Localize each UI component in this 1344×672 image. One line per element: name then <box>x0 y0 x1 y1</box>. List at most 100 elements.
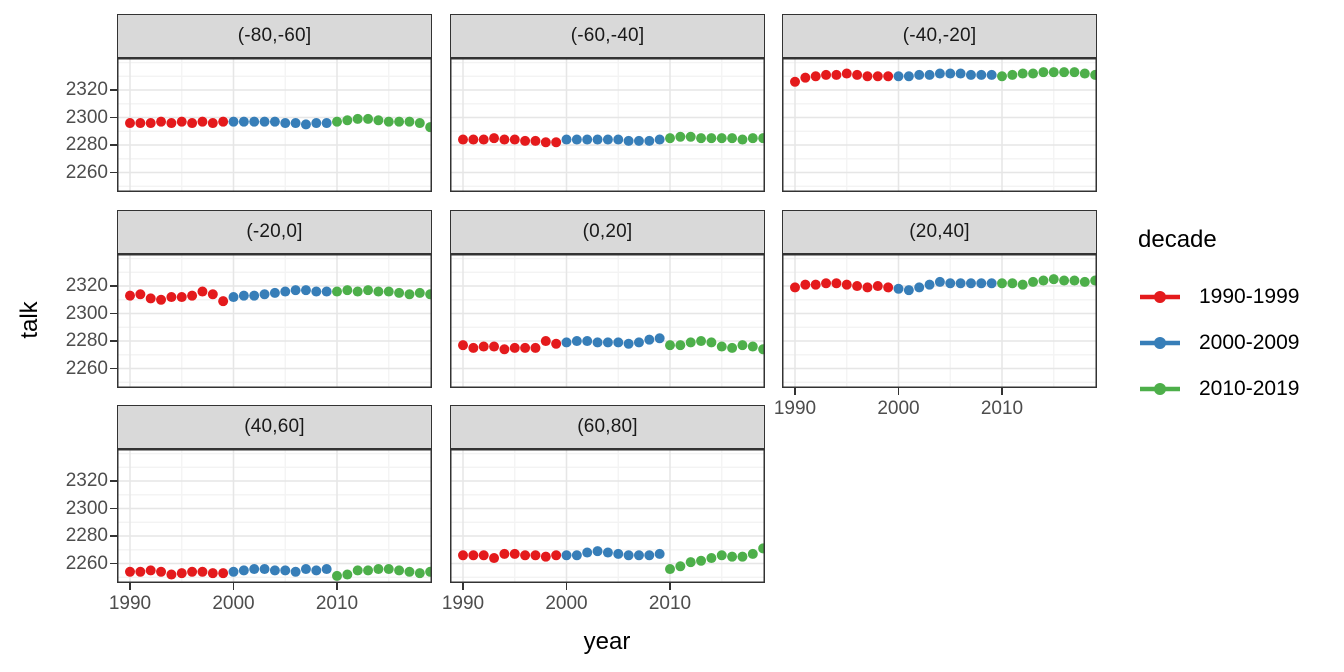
grid-major <box>782 254 1097 388</box>
data-point <box>540 137 551 148</box>
data-point <box>321 118 332 129</box>
data-point <box>665 340 675 351</box>
data-point <box>218 296 229 307</box>
data-point <box>145 565 156 576</box>
y-tick-label: 2280 <box>65 134 108 156</box>
data-point <box>613 134 624 145</box>
series-2010-2019 <box>332 564 432 581</box>
data-point <box>602 547 613 558</box>
data-point <box>489 341 500 352</box>
data-point <box>914 282 925 293</box>
data-point <box>737 134 748 145</box>
data-point <box>986 278 997 289</box>
y-tick-label: 2300 <box>65 497 108 519</box>
data-point <box>187 566 198 577</box>
panel-plot <box>117 449 432 583</box>
data-point <box>383 564 394 575</box>
facet-strip: (-40,-20] <box>782 14 1097 58</box>
facet-label: (-60,-40] <box>570 25 645 46</box>
data-point <box>654 134 665 145</box>
series-2000-2009 <box>561 134 665 146</box>
data-point <box>551 338 562 349</box>
grid-major <box>117 449 432 583</box>
facet-panel <box>450 254 765 388</box>
x-tick-label: 2010 <box>648 593 692 614</box>
data-point <box>468 550 479 561</box>
series-2000-2009 <box>893 68 997 82</box>
data-point <box>166 569 177 580</box>
data-point <box>332 286 342 297</box>
data-point <box>509 134 520 145</box>
data-point <box>207 289 218 300</box>
data-point <box>582 336 593 347</box>
panel-border <box>450 449 765 583</box>
data-point <box>218 116 229 127</box>
data-point <box>530 135 541 146</box>
data-point <box>311 565 322 576</box>
panel-plot <box>450 254 765 388</box>
data-point <box>986 69 997 80</box>
data-point <box>1069 67 1080 78</box>
panel-plot <box>782 254 1097 388</box>
data-point <box>685 557 696 568</box>
data-point <box>654 333 665 344</box>
data-point <box>228 116 239 127</box>
data-point <box>872 71 883 82</box>
series-1990-1999 <box>790 68 894 87</box>
data-point <box>883 71 894 82</box>
panel-plot <box>782 58 1097 192</box>
data-point <box>540 336 551 347</box>
data-point <box>489 133 500 144</box>
data-point <box>685 337 696 348</box>
data-point <box>259 289 270 300</box>
legend-entry-label: 2010-2019 <box>1199 377 1300 400</box>
data-point <box>394 116 405 127</box>
data-point <box>633 337 644 348</box>
y-tick-mark <box>110 480 117 482</box>
facet-label: (60,80] <box>577 416 638 437</box>
grid-minor <box>450 449 765 583</box>
series-1990-1999 <box>790 278 894 293</box>
data-point <box>197 566 208 577</box>
legend-entry: 2010-2019 <box>1138 366 1299 412</box>
data-point <box>509 342 520 353</box>
data-point <box>342 285 353 296</box>
data-point <box>478 341 489 352</box>
data-point <box>458 340 468 351</box>
grid-minor <box>117 58 432 192</box>
legend-title: decade <box>1138 226 1217 253</box>
y-tick-label: 2300 <box>65 106 108 128</box>
data-point <box>924 279 935 290</box>
x-tick-mark <box>897 388 900 395</box>
data-point <box>945 68 956 79</box>
data-point <box>1048 274 1059 285</box>
data-point <box>716 341 727 352</box>
data-point <box>125 118 135 129</box>
data-point <box>332 570 342 581</box>
data-point <box>414 568 425 579</box>
data-point <box>654 548 665 559</box>
x-tick-label: 1990 <box>773 398 817 419</box>
data-point <box>623 550 634 561</box>
data-point <box>280 118 291 129</box>
data-point <box>249 564 260 575</box>
data-point <box>269 287 280 298</box>
series-1990-1999 <box>125 565 229 580</box>
facet-strip: (60,80] <box>450 405 765 449</box>
y-tick-mark <box>110 144 117 146</box>
data-point <box>551 550 562 561</box>
y-tick-label: 2280 <box>65 525 108 547</box>
x-tick-mark <box>565 583 568 590</box>
data-point <box>976 278 987 289</box>
data-point <box>1090 275 1097 286</box>
legend-key-line-point-icon <box>1140 383 1180 395</box>
data-point <box>800 279 811 290</box>
facet-strip: (-80,-60] <box>117 14 432 58</box>
data-point <box>352 565 363 576</box>
data-point <box>373 115 384 126</box>
data-point <box>280 286 291 297</box>
data-point <box>852 281 863 292</box>
series-2010-2019 <box>332 285 432 300</box>
data-point <box>414 287 425 298</box>
data-point <box>862 71 873 82</box>
